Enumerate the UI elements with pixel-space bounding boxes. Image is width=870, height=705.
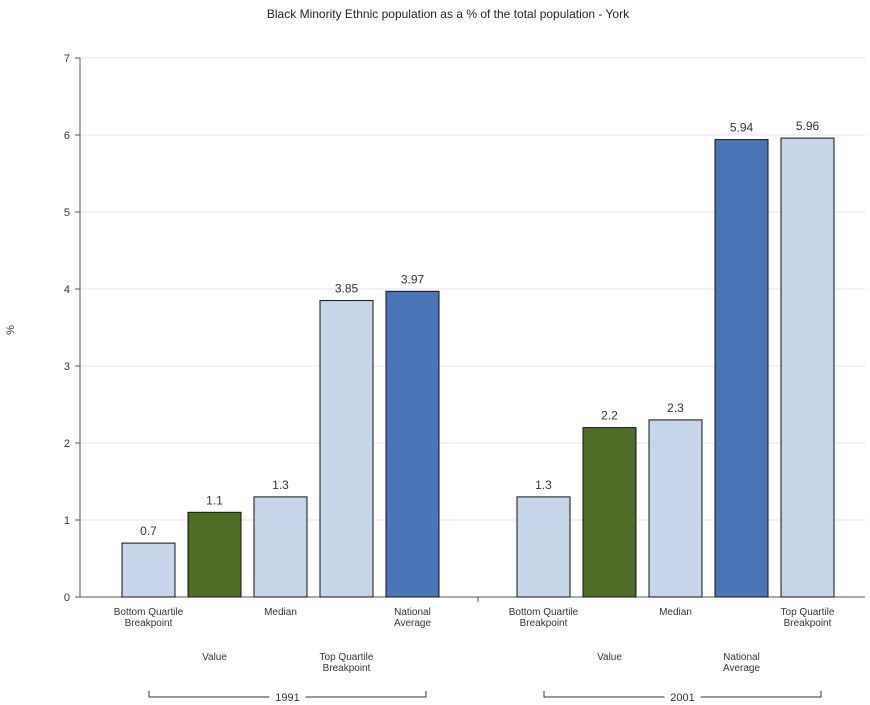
category-label: Median <box>659 607 692 618</box>
data-label: 3.85 <box>335 282 359 296</box>
category-label: Value <box>202 652 227 663</box>
bar <box>780 137 835 598</box>
bars <box>121 137 835 598</box>
category-label-line: National <box>723 652 760 663</box>
y-tick-label: 4 <box>64 284 70 296</box>
y-tick-label: 3 <box>64 361 70 373</box>
group-label-bg <box>664 690 701 702</box>
data-label: 5.96 <box>796 119 820 133</box>
bar <box>253 496 308 598</box>
category-label-line: Value <box>597 652 622 663</box>
bar <box>582 427 637 598</box>
category-label: Value <box>597 652 622 663</box>
category-label-line: Bottom Quartile <box>509 607 579 618</box>
y-tick-label: 1 <box>64 515 70 527</box>
category-label-line: Breakpoint <box>784 618 832 629</box>
data-label: 1.3 <box>535 478 552 492</box>
category-label: Bottom Quartile Breakpoint <box>509 607 579 629</box>
y-tick-label: 6 <box>64 130 70 142</box>
category-label-line: Breakpoint <box>520 618 568 629</box>
category-label-line: Bottom Quartile <box>114 607 184 618</box>
gridlines <box>80 57 865 521</box>
category-label: Median <box>264 607 297 618</box>
category-label: Top Quartile Breakpoint <box>320 652 374 674</box>
category-label-line: Median <box>659 607 692 618</box>
category-label-line: Top Quartile <box>320 652 374 663</box>
category-label-line: Breakpoint <box>125 618 173 629</box>
data-label: 3.97 <box>401 272 425 286</box>
category-label-line: National <box>394 607 431 618</box>
category-label: National Average <box>394 607 432 629</box>
bar <box>187 511 242 598</box>
bar <box>516 496 571 598</box>
y-tick-label: 5 <box>64 207 70 219</box>
data-label: 5.94 <box>730 121 754 135</box>
bar <box>714 139 769 598</box>
category-label-line: Top Quartile <box>781 607 835 618</box>
y-tick-label: 0 <box>64 592 70 604</box>
data-label: 1.1 <box>206 493 223 507</box>
bar <box>385 290 440 598</box>
bar <box>319 300 374 598</box>
group-label-bg <box>269 690 306 702</box>
data-label: 0.7 <box>140 524 157 538</box>
category-label: Top Quartile Breakpoint <box>781 607 835 629</box>
data-label: 1.3 <box>272 478 289 492</box>
y-tick-label: 2 <box>64 438 70 450</box>
y-tick-label: 7 <box>64 53 70 65</box>
category-label-line: Breakpoint <box>323 663 371 674</box>
bar <box>121 542 176 598</box>
category-label-line: Median <box>264 607 297 618</box>
category-label: Bottom Quartile Breakpoint <box>114 607 184 629</box>
category-label: National Average <box>723 652 761 674</box>
category-label-line: Average <box>723 663 761 674</box>
data-label: 2.2 <box>601 409 618 423</box>
bar <box>648 419 703 598</box>
group-label: 2001 <box>670 692 694 704</box>
data-label: 2.3 <box>667 401 684 415</box>
y-axis-label: % <box>5 325 17 335</box>
chart-title: Black Minority Ethnic population as a % … <box>267 7 630 21</box>
category-label-line: Value <box>202 652 227 663</box>
category-label-line: Average <box>394 618 432 629</box>
group-label: 1991 <box>275 692 299 704</box>
